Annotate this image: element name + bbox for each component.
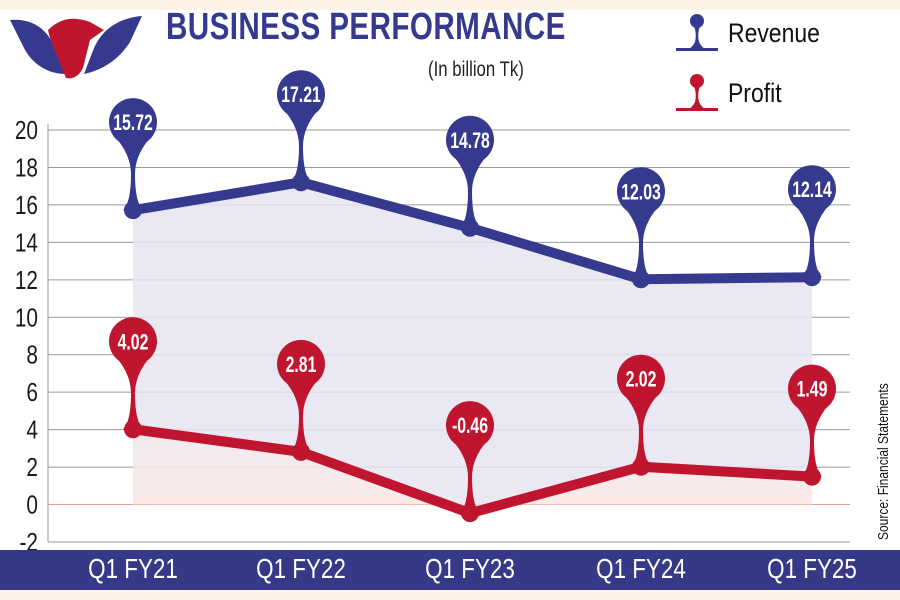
revenue-point: [803, 268, 821, 287]
profit-pin-stem: [285, 380, 317, 452]
revenue-point: [632, 270, 650, 289]
y-tick-label: 10: [15, 303, 38, 332]
bottom-band: [0, 590, 900, 600]
profit-pin-head: [109, 317, 157, 366]
revenue-pin: 12.03: [617, 167, 665, 289]
y-tick-label: 8: [26, 341, 38, 370]
profit-point: [461, 504, 479, 523]
revenue-pin-stem: [117, 139, 149, 211]
y-tick-label: 2: [26, 453, 38, 482]
revenue-pin-icon: [676, 14, 718, 51]
y-tick-label: 4: [26, 415, 38, 444]
profit-pin-head: [446, 401, 494, 450]
profit-pin-stem: [796, 405, 828, 477]
profit-point: [632, 457, 650, 476]
revenue-pin: 12.14: [788, 165, 836, 287]
profit-data-label: -0.46: [452, 415, 488, 439]
x-tick-label: Q1 FY23: [425, 553, 515, 584]
profit-pin: 4.02: [109, 317, 157, 439]
revenue-point: [461, 218, 479, 237]
chart-title: BUSINESS PERFORMANCE: [166, 6, 566, 48]
x-tick-label: Q1 FY22: [256, 553, 346, 584]
legend-label-revenue: Revenue: [728, 17, 820, 48]
revenue-pin: 17.21: [277, 70, 325, 192]
y-tick-label: 6: [26, 378, 38, 407]
logo-right-wing: [84, 16, 142, 74]
revenue-point: [292, 173, 310, 192]
revenue-data-label: 14.78: [450, 129, 490, 153]
x-axis-band: [0, 550, 900, 590]
revenue-data-label: 12.14: [792, 179, 832, 203]
profit-pin-stem: [117, 358, 149, 430]
revenue-pin-head: [788, 165, 836, 214]
profit-pin-head: [277, 339, 325, 388]
profit-pin: -0.46: [446, 401, 494, 523]
revenue-pin-stem: [454, 156, 486, 228]
revenue-pin: 14.78: [446, 115, 494, 237]
profit-pin-head: [617, 354, 665, 403]
revenue-pin-stem: [796, 206, 828, 278]
revenue-data-label: 12.03: [621, 181, 661, 205]
profit-point: [803, 467, 821, 486]
profit-pin-stem: [625, 395, 657, 467]
profit-pin: 1.49: [788, 364, 836, 486]
profit-pin-stem: [454, 442, 486, 514]
y-tick-label: 0: [26, 490, 38, 519]
profit-pin-icon: [676, 74, 718, 111]
x-tick-label: Q1 FY21: [88, 553, 178, 584]
y-tick-label: 20: [15, 116, 38, 145]
revenue-pin-head: [617, 167, 665, 216]
logo-left-wing: [10, 19, 66, 75]
revenue-pin: 15.72: [109, 98, 157, 220]
revenue-pin-head: [446, 115, 494, 164]
y-tick-label: 16: [15, 191, 38, 220]
revenue-pin-head: [277, 70, 325, 119]
y-tick-label: 18: [15, 153, 38, 182]
chart-subtitle: (In billion Tk): [428, 58, 524, 81]
profit-pin: 2.02: [617, 354, 665, 476]
profit-point: [292, 442, 310, 461]
revenue-pin-head: [109, 98, 157, 147]
profit-data-label: 2.81: [286, 354, 317, 378]
profit-data-label: 2.02: [626, 368, 657, 392]
legend-item-profit: Profit: [674, 72, 791, 114]
profit-data-label: 1.49: [797, 378, 828, 402]
y-tick-label: 14: [15, 228, 38, 257]
legend-item-revenue: Revenue: [674, 12, 836, 54]
company-logo: [10, 16, 142, 79]
legend-label-profit: Profit: [728, 77, 782, 108]
revenue-pin-stem: [285, 111, 317, 183]
x-tick-label: Q1 FY24: [596, 553, 686, 584]
profit-pin: 2.81: [277, 339, 325, 461]
x-tick-label: Q1 FY25: [767, 553, 857, 584]
revenue-data-label: 17.21: [281, 84, 321, 108]
profit-data-label: 4.02: [118, 331, 149, 355]
revenue-point: [124, 201, 142, 220]
profit-pin-head: [788, 364, 836, 413]
profit-area-fill: [133, 429, 812, 514]
profit-point: [124, 420, 142, 439]
revenue-data-label: 15.72: [113, 112, 153, 136]
revenue-pin-stem: [625, 208, 657, 280]
y-tick-label: 12: [15, 266, 38, 295]
logo-center: [48, 18, 104, 79]
y-tick-label: -2: [20, 528, 38, 557]
top-band: [0, 0, 900, 10]
source-note: Source: Financial Statements: [875, 383, 892, 540]
